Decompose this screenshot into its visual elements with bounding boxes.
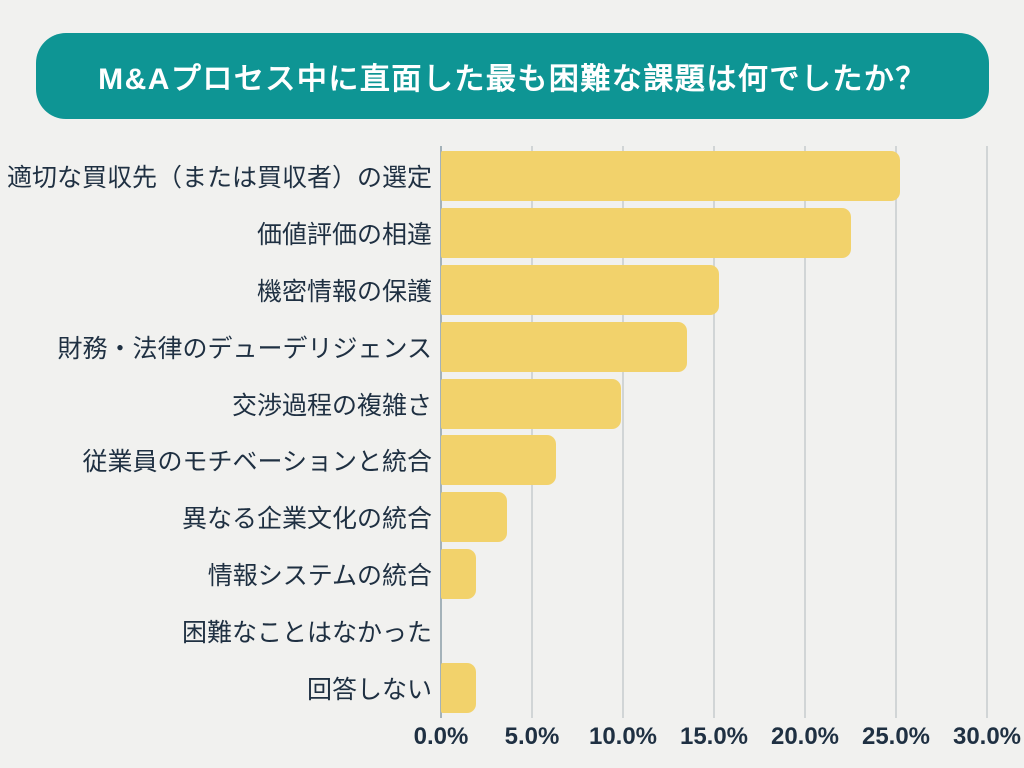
category-label: 従業員のモチベーションと統合 bbox=[82, 448, 432, 477]
bar bbox=[441, 151, 900, 202]
bar bbox=[441, 492, 507, 543]
chart-title: M&Aプロセス中に直面した最も困難な課題は何でしたか？ bbox=[98, 63, 927, 96]
bar bbox=[441, 321, 687, 372]
x-tick-label: 10.0% bbox=[588, 723, 658, 750]
chart-row: 情報システムの統合 bbox=[0, 546, 1024, 603]
gridline bbox=[895, 146, 897, 718]
chart-row: 交渉過程の複雑さ bbox=[0, 375, 1024, 432]
chart-row: 機密情報の保護 bbox=[0, 262, 1024, 319]
category-label: 困難なことはなかった bbox=[181, 618, 432, 647]
gridline bbox=[622, 146, 624, 718]
chart-row: 財務・法律のデューデリジェンス bbox=[0, 318, 1024, 375]
bar-track bbox=[441, 148, 987, 205]
bar-track bbox=[441, 375, 987, 432]
gridline bbox=[713, 146, 715, 718]
x-tick-label: 5.0% bbox=[504, 723, 560, 750]
category-label: 交渉過程の複雑さ bbox=[231, 391, 432, 420]
chart-row: 回答しない bbox=[0, 659, 1024, 716]
bar bbox=[441, 435, 556, 486]
bar bbox=[441, 548, 476, 599]
bar bbox=[441, 264, 720, 315]
chart-row: 従業員のモチベーションと統合 bbox=[0, 432, 1024, 489]
category-label: 異なる企業文化の統合 bbox=[181, 505, 432, 534]
bar-track bbox=[441, 489, 987, 546]
y-axis-line bbox=[440, 146, 442, 718]
x-tick-label: 30.0% bbox=[952, 723, 1022, 750]
chart-row: 異なる企業文化の統合 bbox=[0, 489, 1024, 546]
gridlines bbox=[441, 146, 988, 718]
gridline bbox=[986, 146, 988, 718]
chart-title-banner: M&Aプロセス中に直面した最も困難な課題は何でしたか？ bbox=[36, 33, 989, 119]
chart-row: 価値評価の相違 bbox=[0, 205, 1024, 262]
category-label: 財務・法律のデューデリジェンス bbox=[57, 334, 432, 363]
chart-row: 適切な買収先（または買収者）の選定 bbox=[0, 148, 1024, 205]
bar-track bbox=[441, 432, 987, 489]
x-tick-label: 25.0% bbox=[861, 723, 931, 750]
chart-row: 困難なことはなかった bbox=[0, 602, 1024, 659]
category-label: 回答しない bbox=[306, 675, 432, 704]
x-tick-label: 20.0% bbox=[770, 723, 840, 750]
category-label: 情報システムの統合 bbox=[207, 561, 432, 590]
gridline bbox=[531, 146, 533, 718]
bar-track bbox=[441, 262, 987, 319]
x-axis-labels: 0.0% 5.0% 10.0% 15.0% 20.0% 25.0% 30.0% bbox=[414, 723, 1021, 755]
chart-rows: 適切な買収先（または買収者）の選定価値評価の相違 機密情報の保護財務・法律のデュー… bbox=[0, 148, 1024, 716]
x-tick-label: 0.0% bbox=[413, 723, 469, 750]
category-label: 適切な買収先（または買収者）の選定 bbox=[6, 164, 432, 193]
x-tick-label: 15.0% bbox=[679, 723, 749, 750]
bar bbox=[441, 662, 476, 713]
category-label: 機密情報の保護 bbox=[256, 277, 432, 306]
bar-track bbox=[441, 659, 987, 716]
bar bbox=[441, 378, 622, 429]
gridline bbox=[804, 146, 806, 718]
bar-track bbox=[441, 205, 987, 262]
bar-track bbox=[441, 602, 987, 659]
bar-track bbox=[441, 546, 987, 603]
bar bbox=[441, 208, 851, 259]
bar-track bbox=[441, 318, 987, 375]
category-label: 価値評価の相違 bbox=[256, 221, 432, 250]
